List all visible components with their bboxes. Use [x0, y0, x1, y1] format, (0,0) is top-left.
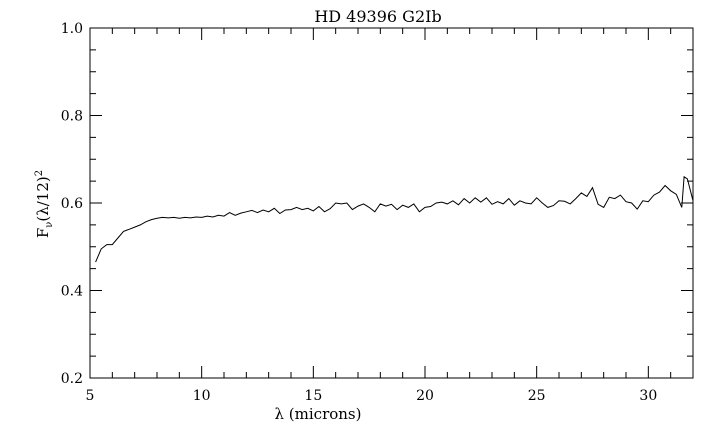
y-label-rest: (λ/12) — [34, 176, 52, 221]
y-tick-label: 0.2 — [61, 371, 83, 387]
x-tick-label: 20 — [416, 388, 434, 404]
tick-labels: 5 10 15 20 25 30 0.2 0.4 0.6 0.8 1.0 — [61, 21, 658, 404]
x-tick-label: 10 — [193, 388, 211, 404]
x-tick-label: 15 — [304, 388, 322, 404]
chart-title: HD 49396 G2Ib — [314, 7, 441, 26]
x-tick-label: 25 — [528, 388, 546, 404]
x-tick-label: 30 — [639, 388, 657, 404]
y-axis-label: Fν(λ/12)2 — [34, 170, 55, 238]
y-label-base: F — [34, 228, 52, 238]
x-axis-label: λ (microns) — [275, 405, 362, 423]
y-tick-label: 0.8 — [61, 109, 83, 125]
y-tick-label: 0.6 — [61, 196, 83, 212]
plot-frame — [89, 27, 694, 379]
axis-ticks — [89, 27, 694, 379]
y-tick-label: 1.0 — [61, 21, 83, 37]
spectrum-line — [95, 175, 694, 263]
x-tick-label: 5 — [86, 388, 95, 404]
y-tick-label: 0.4 — [61, 284, 83, 300]
y-label-sub: ν — [44, 222, 55, 228]
y-label-sup: 2 — [34, 170, 45, 176]
